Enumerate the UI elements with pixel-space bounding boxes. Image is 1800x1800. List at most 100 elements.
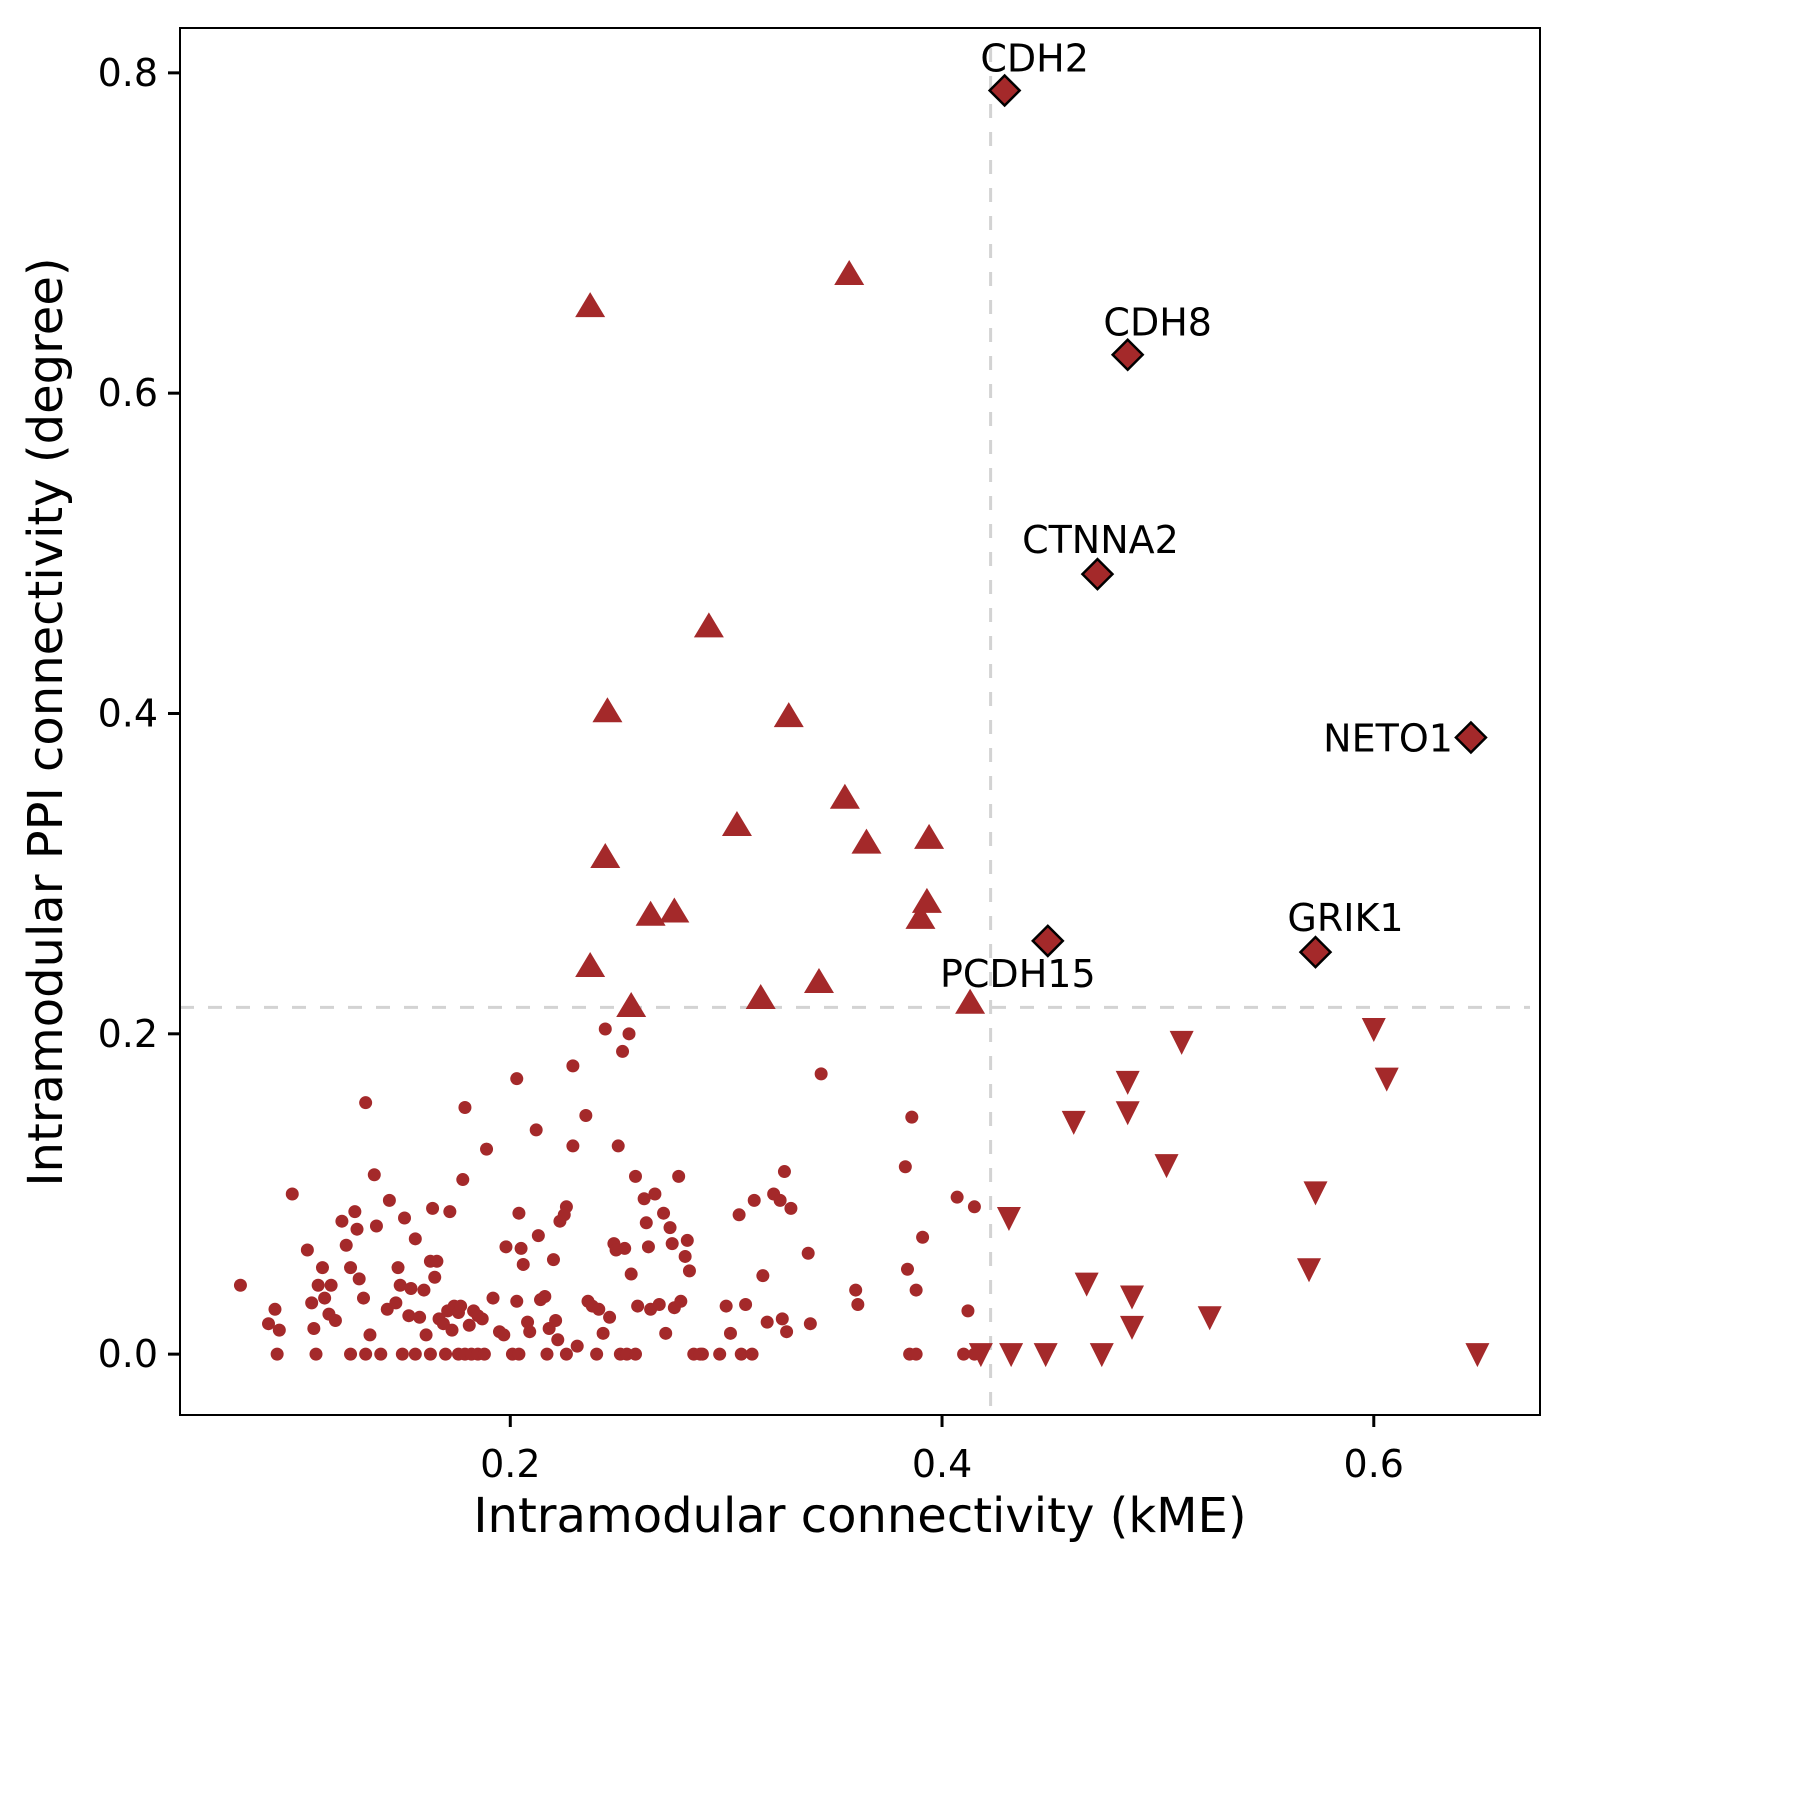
gene-point: [516, 1257, 530, 1271]
gene-point: [480, 1142, 494, 1156]
gene-point: [268, 1302, 282, 1316]
gene-point: [849, 1283, 863, 1297]
data-points: [233, 73, 1490, 1368]
gene-point: [402, 1309, 416, 1323]
gene-point: [672, 1169, 686, 1183]
gene-label-cdh8: CDH8: [1103, 301, 1212, 345]
high-kme-point: [996, 1207, 1021, 1232]
high-ppi-point: [745, 983, 776, 1009]
gene-point: [428, 1270, 442, 1284]
gene-point: [732, 1208, 746, 1222]
gene-point: [909, 1347, 923, 1361]
gene-point: [663, 1221, 677, 1235]
gene-point: [413, 1310, 427, 1324]
gene-point: [967, 1200, 981, 1214]
gene-point: [760, 1315, 774, 1329]
high-ppi-point: [834, 260, 865, 286]
gene-point: [344, 1347, 358, 1361]
gene-point: [538, 1289, 552, 1303]
gene-point: [344, 1261, 358, 1275]
gene-point: [454, 1299, 468, 1313]
gene-point: [423, 1347, 437, 1361]
gene-point: [665, 1237, 679, 1251]
high-ppi-point: [575, 951, 606, 977]
gene-point: [456, 1173, 470, 1187]
gene-point: [309, 1347, 323, 1361]
gene-label-cdh2: CDH2: [980, 36, 1089, 80]
gene-point: [719, 1299, 733, 1313]
gene-point: [417, 1283, 431, 1297]
hub-gene-point: [1298, 935, 1333, 969]
gene-point: [734, 1347, 748, 1361]
high-ppi-point: [693, 612, 724, 638]
gene-point: [559, 1200, 573, 1214]
hub-gene-point: [987, 73, 1022, 108]
high-ppi-point: [911, 887, 942, 913]
gene-point: [611, 1139, 625, 1153]
gene-point: [318, 1291, 332, 1305]
gene-point: [784, 1201, 798, 1215]
gene-point: [652, 1297, 666, 1311]
gene-point: [356, 1291, 370, 1305]
high-ppi-point: [803, 967, 834, 993]
high-kme-point: [1033, 1343, 1058, 1368]
hub-gene-point: [1031, 924, 1065, 958]
gene-point: [307, 1322, 321, 1336]
y-axis: 0.0 0.2 0.4 0.6 0.8: [98, 51, 180, 1376]
high-ppi-point: [592, 697, 623, 723]
high-ppi-point: [659, 897, 690, 923]
high-kme-point: [1374, 1067, 1399, 1092]
high-ppi-point: [773, 702, 804, 728]
gene-point: [499, 1240, 513, 1254]
gene-point: [350, 1222, 364, 1236]
high-kme-point: [1297, 1258, 1322, 1283]
gene-point: [339, 1238, 353, 1252]
y-axis-title: Intramodular PPI connectivity (degree): [18, 257, 74, 1186]
gene-point: [359, 1096, 373, 1110]
gene-point: [382, 1193, 396, 1207]
y-tick-label: 0.2: [98, 1012, 158, 1056]
x-axis-title: Intramodular connectivity (kME): [473, 1488, 1246, 1544]
gene-point: [439, 1347, 453, 1361]
gene-point: [262, 1317, 276, 1331]
gene-point: [657, 1206, 671, 1220]
high-ppi-point: [721, 811, 752, 837]
gene-point: [814, 1067, 828, 1081]
gene-point: [674, 1294, 688, 1308]
gene-point: [680, 1233, 694, 1247]
gene-point: [961, 1304, 975, 1318]
high-kme-point: [1120, 1285, 1144, 1310]
gene-point: [713, 1347, 727, 1361]
gene-point: [628, 1169, 642, 1183]
gene-point: [756, 1269, 770, 1283]
gene-point: [514, 1241, 528, 1255]
plot-frame: [179, 27, 1541, 1416]
gene-point: [540, 1347, 554, 1361]
gene-point: [566, 1139, 580, 1153]
gene-label-ctnna2: CTNNA2: [1022, 518, 1179, 562]
gene-point: [739, 1297, 753, 1311]
gene-point: [272, 1323, 286, 1337]
gene-point: [443, 1205, 457, 1219]
gene-point: [598, 1022, 612, 1036]
gene-point: [419, 1328, 433, 1342]
gene-label-neto1: NETO1: [1323, 717, 1453, 761]
x-tick-label: 0.2: [480, 1442, 540, 1486]
gene-point: [775, 1312, 789, 1326]
high-ppi-point: [955, 988, 986, 1014]
gene-point: [622, 1027, 636, 1041]
high-kme-point: [1197, 1306, 1222, 1331]
gene-point: [367, 1168, 381, 1182]
x-tick-label: 0.6: [1344, 1442, 1404, 1486]
gene-point: [551, 1333, 565, 1347]
high-kme-point: [999, 1343, 1024, 1368]
gene-point: [909, 1283, 923, 1297]
gene-point: [641, 1240, 655, 1254]
gene-point: [510, 1294, 524, 1308]
gene-point: [900, 1262, 914, 1276]
gene-point: [391, 1261, 405, 1275]
gene-point: [777, 1165, 791, 1179]
gene-label-grik1: GRIK1: [1287, 896, 1403, 940]
gene-point: [773, 1193, 787, 1207]
gene-point: [579, 1108, 593, 1122]
